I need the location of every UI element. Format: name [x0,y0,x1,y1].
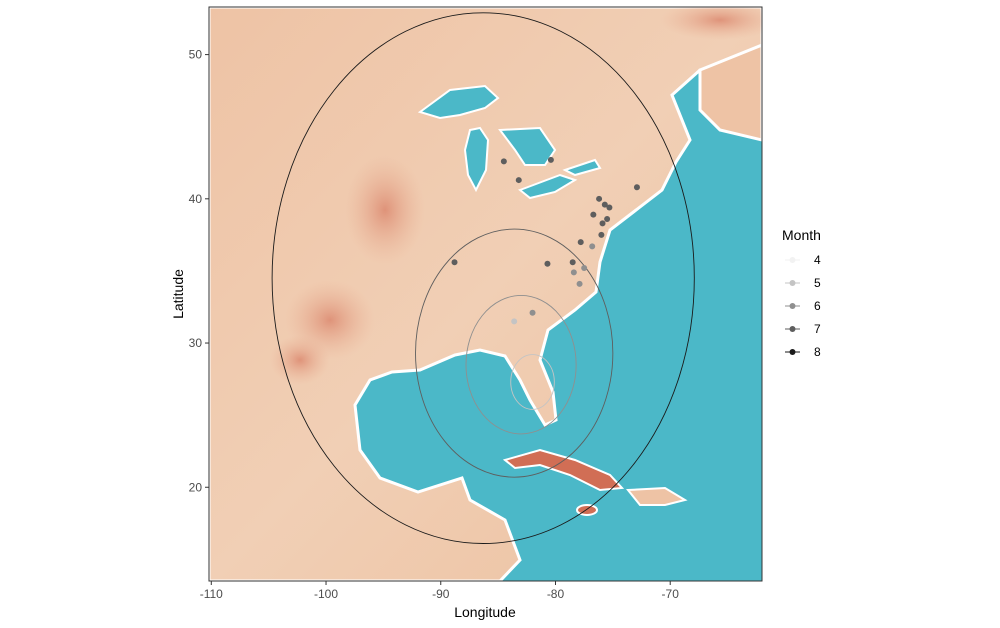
x-axis: -110 -100 -90 -80 -70 [200,581,679,601]
data-point-14 [544,260,551,267]
legend-label-8: 8 [814,345,821,359]
y-axis: 20 30 40 50 [189,48,209,494]
data-point-19 [529,309,536,316]
data-point-0 [500,158,507,165]
data-point-9 [599,220,606,227]
legend-label-4: 4 [814,253,821,267]
y-tick-label-1: 30 [189,336,203,350]
points-layer [451,156,640,325]
legend-key-4 [789,257,796,263]
data-point-2 [547,156,554,163]
legend-label-7: 7 [814,322,821,336]
x-tick-label-4: -70 [662,587,680,601]
data-point-16 [581,265,588,272]
x-tick-label-0: -110 [200,587,223,601]
data-point-7 [590,211,597,218]
legend: Month 4 5 6 7 8 [782,227,821,359]
data-point-15 [569,259,576,266]
range-circle-3 [510,354,555,410]
data-point-1 [515,177,522,184]
range-circle-2 [465,294,577,435]
data-point-8 [604,216,611,223]
data-point-12 [589,243,596,250]
data-point-5 [601,201,608,208]
data-point-11 [577,239,584,246]
range-circle-0 [271,12,695,544]
plot-panel [208,6,763,582]
x-tick-label-2: -90 [432,587,450,601]
y-tick-label-0: 20 [189,480,203,494]
range-circle-1 [415,228,614,478]
data-point-6 [606,204,613,211]
data-point-18 [576,280,583,287]
y-tick-label-3: 50 [189,48,203,62]
legend-key-5 [789,280,796,286]
y-tick-label-2: 40 [189,192,203,206]
legend-label-6: 6 [814,299,821,313]
data-point-20 [511,318,518,325]
circles-layer [271,12,695,544]
legend-key-8 [789,349,796,355]
y-axis-title: Latitude [170,269,186,319]
legend-key-7 [789,326,796,332]
data-point-13 [451,259,458,266]
basemap [209,7,762,581]
legend-key-6 [789,303,796,309]
data-point-3 [633,184,640,191]
data-point-17 [570,269,577,276]
data-point-10 [598,231,605,238]
x-axis-title: Longitude [454,604,516,620]
x-tick-label-1: -100 [314,587,338,601]
data-point-4 [596,195,603,202]
legend-title: Month [782,227,821,243]
x-tick-label-3: -80 [547,587,565,601]
legend-label-5: 5 [814,276,821,290]
